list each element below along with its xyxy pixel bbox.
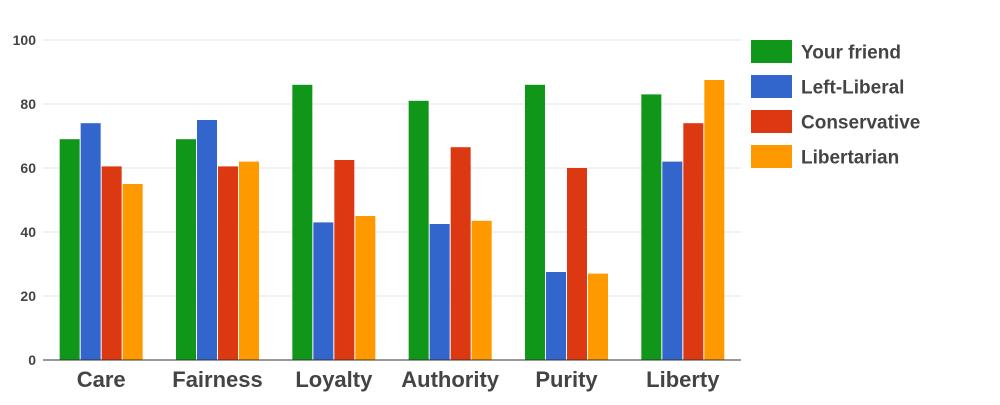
bar-conservative-fairness [218, 166, 238, 360]
bar-your-friend-purity [525, 84, 545, 361]
x-tick-label: Authority [401, 367, 500, 392]
bar-libertarian-care [122, 184, 143, 360]
y-tick-label: 100 [13, 32, 37, 48]
bar-conservative-liberty [683, 123, 704, 360]
y-tick-label: 20 [20, 288, 36, 304]
bar-conservative-care [101, 166, 122, 360]
bar-libertarian-purity [588, 273, 608, 360]
bar-your-friend-loyalty [292, 84, 313, 361]
bar-left-liberal-authority [429, 224, 450, 360]
legend-swatch [751, 110, 792, 133]
bar-libertarian-fairness [239, 161, 259, 360]
legend-swatch [751, 40, 792, 63]
bar-left-liberal-fairness [197, 120, 217, 360]
bar-left-liberal-care [80, 123, 101, 360]
bar-left-liberal-liberty [662, 161, 683, 360]
bar-libertarian-authority [471, 220, 492, 360]
bar-your-friend-liberty [641, 94, 662, 361]
legend-label: Left-Liberal [801, 78, 904, 99]
x-tick-label: Purity [535, 367, 598, 392]
bar-conservative-purity [567, 168, 587, 360]
y-tick-label: 0 [28, 352, 36, 368]
bar-libertarian-liberty [704, 80, 725, 360]
x-tick-label: Care [77, 367, 126, 392]
legend-label: Your friend [801, 43, 901, 64]
bar-your-friend-fairness [176, 139, 196, 360]
legend-label: Conservative [801, 113, 920, 134]
bar-conservative-authority [450, 147, 471, 360]
bar-your-friend-care [59, 139, 80, 360]
bar-left-liberal-loyalty [313, 222, 334, 360]
bar-your-friend-authority [408, 100, 429, 361]
gridlines [43, 39, 741, 297]
bar-left-liberal-purity [546, 272, 566, 360]
y-tick-label: 80 [20, 96, 36, 112]
legend-swatch [751, 145, 792, 168]
legend-swatch [751, 75, 792, 98]
x-tick-label: Liberty [646, 367, 720, 392]
bar-conservative-loyalty [334, 160, 355, 360]
x-tick-label: Loyalty [295, 367, 373, 392]
axes: 0 20 40 60 80 100 Care Fairness Loyalty Authority… [13, 32, 741, 392]
bars [59, 80, 725, 361]
y-tick-label: 60 [20, 160, 36, 176]
x-tick-label: Fairness [172, 367, 263, 392]
bar-libertarian-loyalty [355, 216, 376, 360]
y-tick-label: 40 [20, 224, 36, 240]
legend-label: Libertarian [801, 148, 899, 169]
legend: Your friend Left-Liberal Conservative Liber… [751, 40, 920, 169]
